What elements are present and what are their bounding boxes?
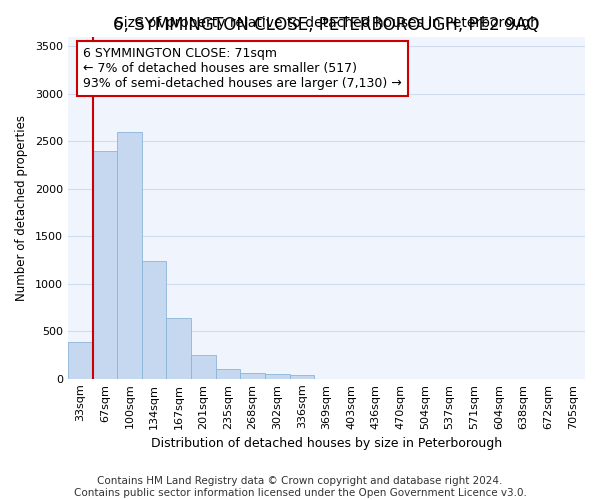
Bar (142, 261, 166, 379)
Y-axis label: Number of detached properties: Number of detached properties (15, 115, 28, 301)
Bar (290, 374, 314, 379)
Bar (68, 342, 92, 379)
Bar (265, 374, 290, 379)
Text: 6 SYMMINGTON CLOSE: 71sqm
← 7% of detached houses are smaller (517)
93% of semi-: 6 SYMMINGTON CLOSE: 71sqm ← 7% of detach… (83, 47, 402, 90)
Text: Contains HM Land Registry data © Crown copyright and database right 2024.
Contai: Contains HM Land Registry data © Crown c… (74, 476, 526, 498)
X-axis label: Distribution of detached houses by size in Peterborough: Distribution of detached houses by size … (151, 437, 502, 450)
Bar (117, 132, 142, 379)
Bar (191, 355, 215, 379)
Bar (166, 318, 191, 379)
Title: 6, SYMMINGTON CLOSE, PETERBOROUGH, PE2 9AQ: 6, SYMMINGTON CLOSE, PETERBOROUGH, PE2 9… (113, 16, 540, 34)
Text: Size of property relative to detached houses in Peterborough: Size of property relative to detached ho… (115, 16, 538, 30)
Bar (92, 150, 117, 379)
Bar (240, 372, 265, 379)
Bar (215, 369, 240, 379)
